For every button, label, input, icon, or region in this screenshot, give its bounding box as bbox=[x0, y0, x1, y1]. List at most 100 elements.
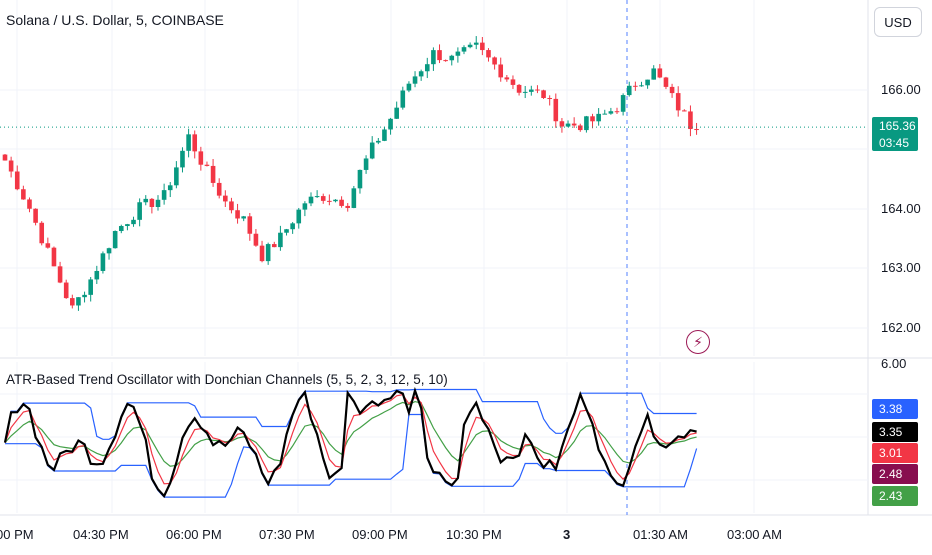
time-tick-label: 07:30 PM bbox=[259, 527, 315, 542]
candle-body bbox=[229, 201, 234, 211]
candle-body bbox=[33, 208, 38, 223]
candle bbox=[308, 192, 314, 207]
candle bbox=[657, 64, 663, 79]
candle bbox=[541, 89, 546, 100]
candle bbox=[535, 85, 540, 94]
candle-body bbox=[461, 47, 467, 52]
candle-body bbox=[167, 185, 173, 191]
candle-body bbox=[204, 164, 210, 166]
candle bbox=[608, 107, 614, 115]
candle-body bbox=[8, 160, 14, 172]
candle-body bbox=[382, 129, 387, 141]
candle bbox=[522, 85, 528, 99]
candle bbox=[400, 86, 406, 110]
time-tick-label: 04:30 PM bbox=[73, 527, 129, 542]
candle bbox=[143, 195, 149, 206]
candle bbox=[510, 75, 516, 89]
indicator-tag-oscillator: 3.35 bbox=[872, 422, 918, 442]
candle-body bbox=[675, 93, 681, 111]
candle bbox=[223, 190, 228, 208]
candle-body bbox=[443, 60, 448, 62]
candle-body bbox=[596, 113, 601, 122]
candle-body bbox=[424, 64, 430, 72]
candle bbox=[547, 95, 552, 106]
candle bbox=[376, 137, 381, 145]
candle bbox=[112, 230, 118, 249]
candle-body bbox=[2, 154, 8, 161]
candle-body bbox=[223, 195, 228, 202]
price-tick-label: 163.00 bbox=[881, 260, 921, 275]
candle-body bbox=[345, 205, 351, 208]
candle-body bbox=[694, 129, 699, 131]
candle-body bbox=[559, 121, 565, 127]
lightning-icon[interactable]: ⚡︎ bbox=[686, 330, 710, 354]
candle bbox=[192, 130, 198, 159]
candle bbox=[639, 81, 644, 87]
candle bbox=[437, 44, 442, 64]
candle-body bbox=[498, 64, 504, 78]
candle-body bbox=[357, 169, 363, 189]
candle bbox=[320, 193, 326, 204]
candle bbox=[449, 54, 455, 66]
candle-body bbox=[657, 68, 663, 78]
candle-body bbox=[247, 216, 253, 234]
price-tick-label: 162.00 bbox=[881, 320, 921, 335]
candle-body bbox=[271, 244, 277, 248]
candle bbox=[76, 297, 81, 311]
candle-body bbox=[216, 182, 222, 196]
candle-body bbox=[180, 150, 185, 168]
candle-body bbox=[161, 190, 167, 200]
candle-body bbox=[308, 196, 314, 204]
candle bbox=[265, 242, 271, 265]
candle-body bbox=[14, 171, 20, 190]
candle bbox=[669, 83, 675, 98]
candle bbox=[180, 147, 185, 173]
candle-body bbox=[302, 203, 308, 210]
candle-body bbox=[149, 198, 155, 208]
indicator-tag-mid: 2.48 bbox=[872, 464, 918, 484]
currency-button[interactable]: USD bbox=[874, 7, 922, 37]
candle bbox=[584, 115, 589, 133]
last-price-value: 165.36 bbox=[879, 119, 916, 134]
candle-body bbox=[388, 118, 393, 130]
candle-body bbox=[45, 243, 51, 248]
indicator-tag-donchian: 3.38 bbox=[872, 399, 918, 419]
candle bbox=[559, 118, 565, 133]
candle bbox=[161, 183, 167, 205]
candle bbox=[241, 215, 246, 222]
candle bbox=[125, 223, 130, 231]
candle-body bbox=[174, 167, 179, 186]
candle bbox=[229, 197, 234, 214]
candle bbox=[149, 198, 155, 214]
candle-body bbox=[553, 98, 559, 122]
candle bbox=[406, 81, 412, 93]
candle-body bbox=[437, 50, 442, 61]
candle bbox=[382, 126, 387, 142]
candle bbox=[345, 203, 351, 212]
candle-body bbox=[651, 68, 657, 80]
candle-body bbox=[82, 294, 87, 298]
grid bbox=[0, 0, 868, 513]
candle-body bbox=[590, 116, 595, 122]
candle-body bbox=[284, 229, 289, 233]
candle bbox=[504, 74, 510, 82]
candle-body bbox=[369, 142, 375, 159]
candle bbox=[565, 120, 571, 128]
candle-body bbox=[27, 199, 32, 209]
candle-body bbox=[363, 158, 369, 170]
candle bbox=[553, 93, 559, 128]
time-tick-label: 00 PM bbox=[0, 527, 34, 542]
candle-body bbox=[100, 253, 106, 271]
candle-body bbox=[259, 245, 265, 262]
candle-body bbox=[143, 198, 149, 203]
price-tick-label: 166.00 bbox=[881, 82, 921, 97]
candle-body bbox=[565, 123, 571, 127]
candle bbox=[614, 107, 620, 114]
oscillator-line bbox=[3, 386, 697, 498]
candle-body bbox=[118, 226, 124, 232]
candle bbox=[314, 190, 320, 198]
candle-body bbox=[529, 89, 534, 92]
candle-body bbox=[253, 233, 259, 246]
